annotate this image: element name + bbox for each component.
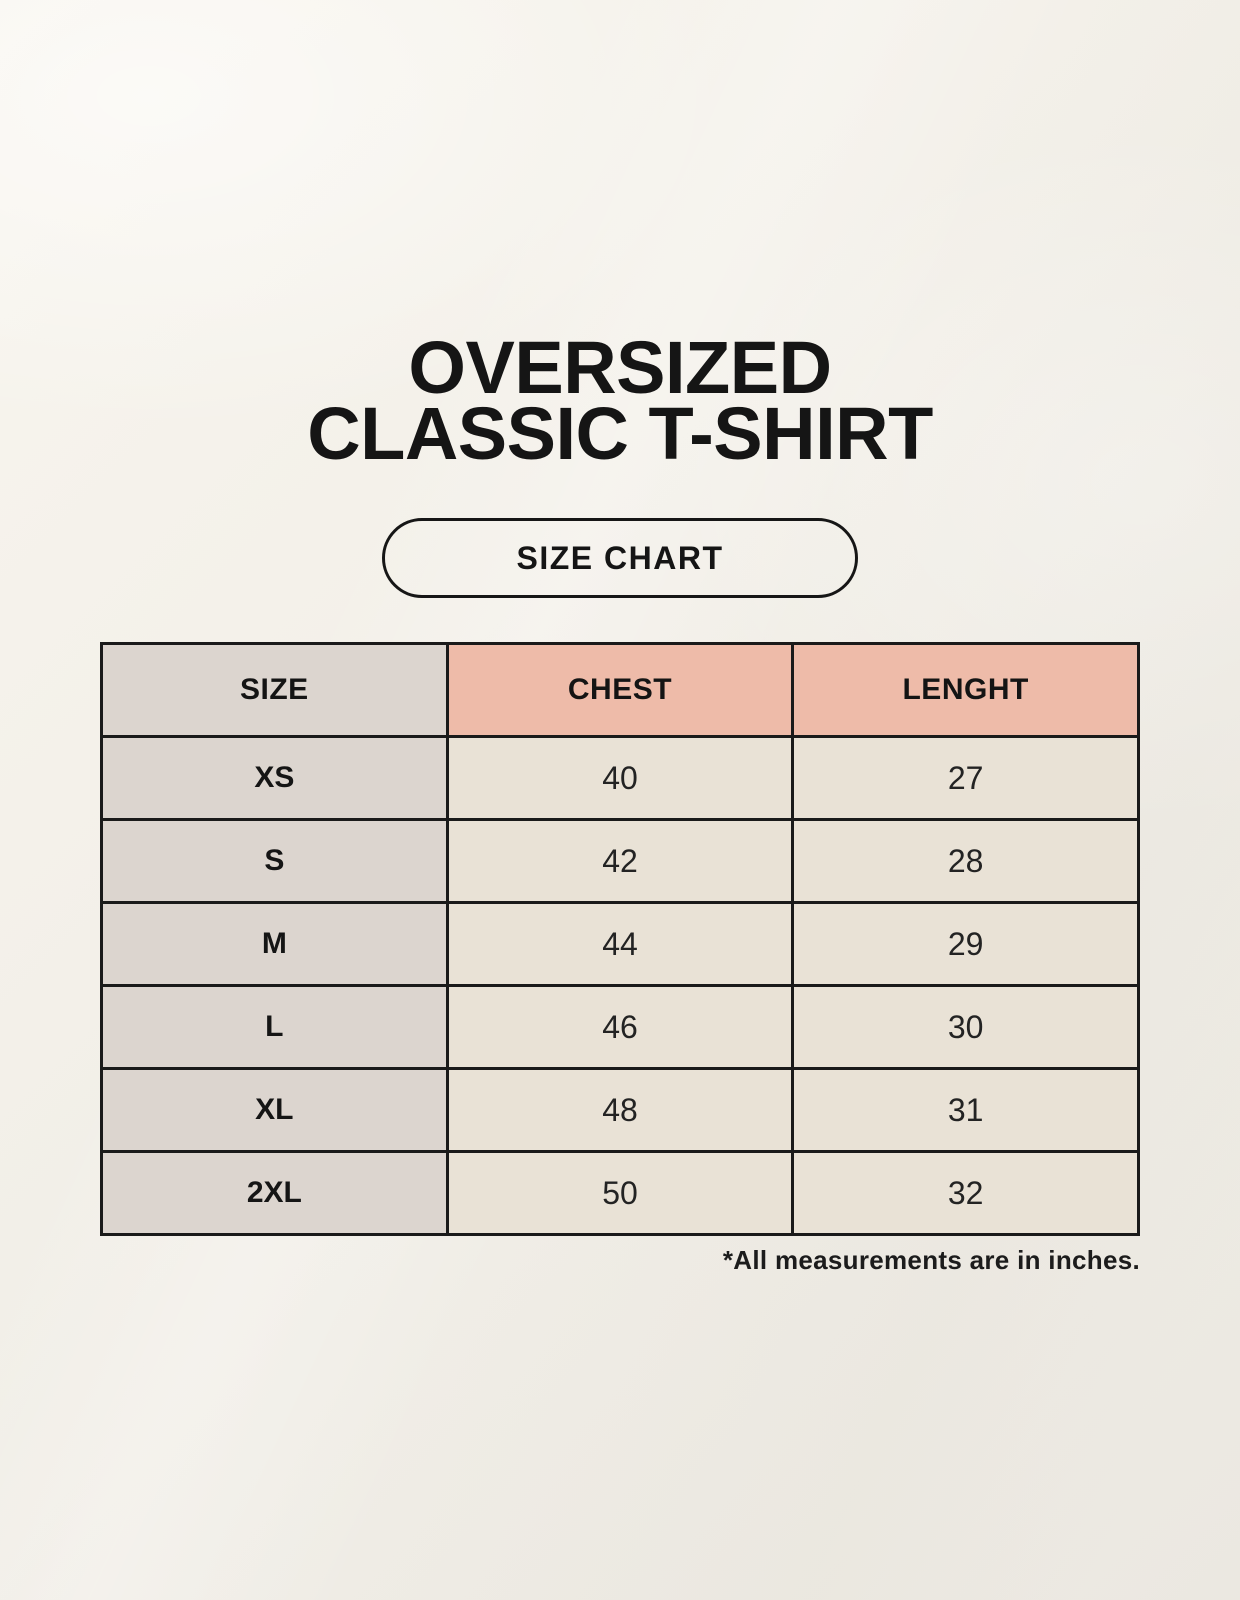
column-header-chest: CHEST <box>445 642 795 738</box>
title-line-2: CLASSIC T-SHIRT <box>307 392 933 475</box>
size-chart-button[interactable]: SIZE CHART <box>382 518 858 598</box>
size-label-cell: L <box>100 984 449 1070</box>
chest-value-cell: 46 <box>445 984 795 1070</box>
size-table-body: XS 40 27 S 42 28 M 44 29 L 46 30 XL 48 31 2XL 50 32 <box>100 735 1140 1236</box>
size-label-cell: 2XL <box>100 1150 449 1236</box>
size-label-cell: S <box>100 818 449 904</box>
chest-value-cell: 44 <box>445 901 795 987</box>
size-label-cell: XS <box>100 735 449 821</box>
size-label-cell: M <box>100 901 449 987</box>
length-value-cell: 28 <box>791 818 1140 904</box>
table-row: L 46 30 <box>100 984 1140 1070</box>
table-row: XL 48 31 <box>100 1067 1140 1153</box>
table-row: 2XL 50 32 <box>100 1150 1140 1236</box>
size-label-cell: XL <box>100 1067 449 1153</box>
length-value-cell: 32 <box>791 1150 1140 1236</box>
length-value-cell: 27 <box>791 735 1140 821</box>
table-row: M 44 29 <box>100 901 1140 987</box>
length-value-cell: 30 <box>791 984 1140 1070</box>
length-value-cell: 29 <box>791 901 1140 987</box>
table-row: S 42 28 <box>100 818 1140 904</box>
size-chart-table: SIZE CHEST LENGHT XS 40 27 S 42 28 M 44 29 L 46 30 X… <box>100 642 1140 1236</box>
chest-value-cell: 42 <box>445 818 795 904</box>
column-header-size: SIZE <box>100 642 449 738</box>
chest-value-cell: 40 <box>445 735 795 821</box>
chest-value-cell: 50 <box>445 1150 795 1236</box>
measurements-footnote: *All measurements are in inches. <box>722 1245 1140 1275</box>
table-row: XS 40 27 <box>100 735 1140 821</box>
length-value-cell: 31 <box>791 1067 1140 1153</box>
title-line-1: OVERSIZED <box>408 326 832 409</box>
chest-value-cell: 48 <box>445 1067 795 1153</box>
page-title: OVERSIZED CLASSIC T-SHIRT <box>0 0 1240 475</box>
column-header-length: LENGHT <box>791 642 1140 738</box>
table-header-row: SIZE CHEST LENGHT <box>100 642 1140 738</box>
